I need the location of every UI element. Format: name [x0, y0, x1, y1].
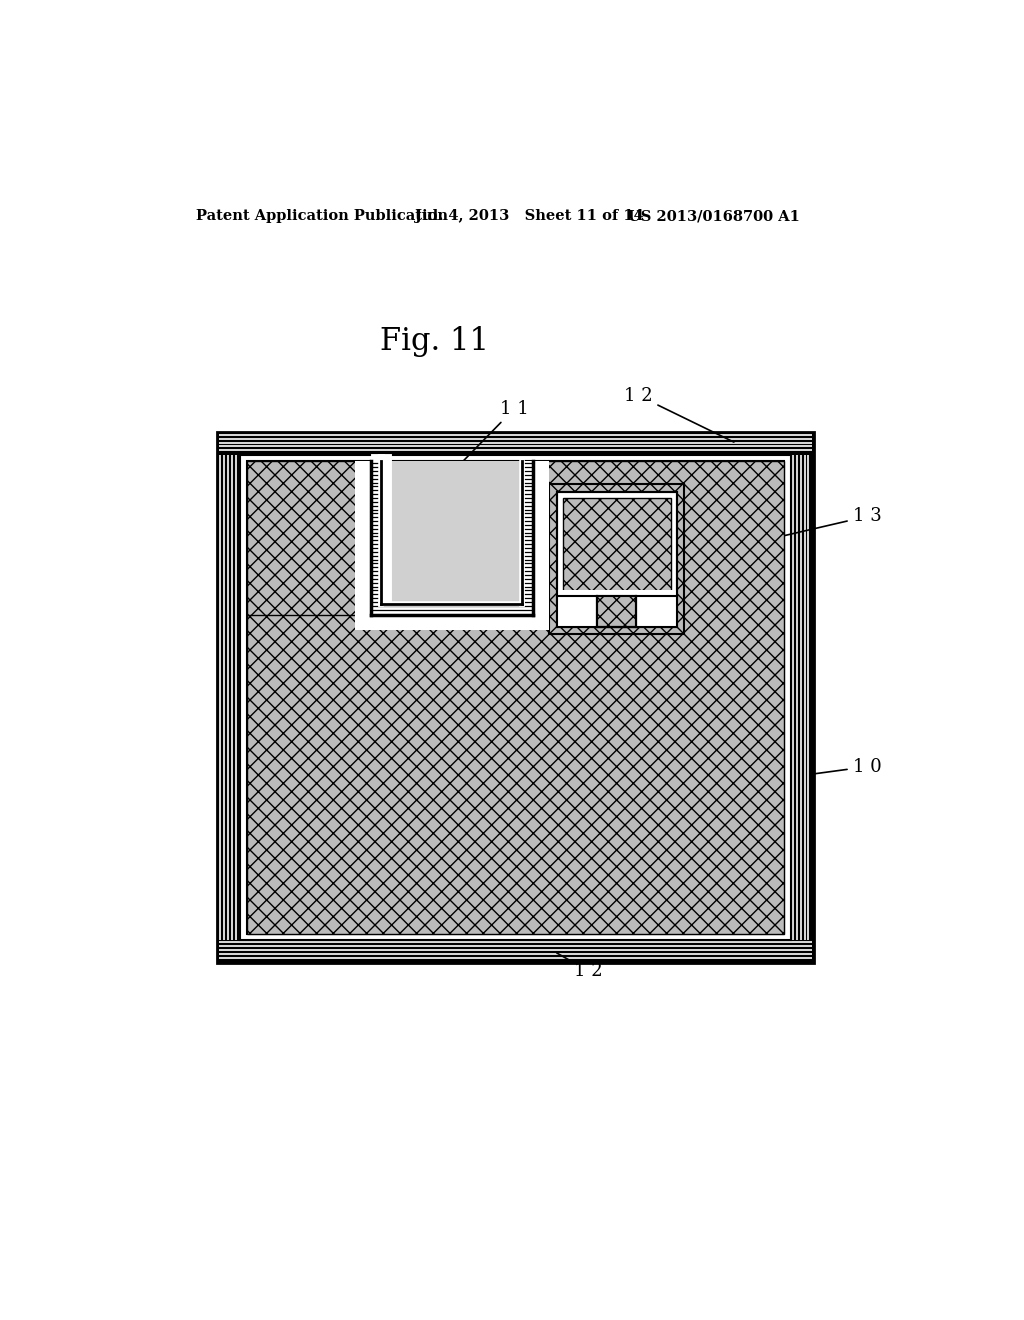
Text: US 2013/0168700 A1: US 2013/0168700 A1	[628, 209, 800, 223]
Bar	[597, 595, 636, 627]
Text: Patent Application Publication: Patent Application Publication	[197, 209, 449, 223]
Bar	[371, 605, 534, 615]
Bar	[371, 461, 534, 615]
Bar	[247, 461, 371, 615]
Text: Fig. 11: Fig. 11	[380, 326, 488, 358]
Bar	[596, 595, 638, 627]
Text: 1 1: 1 1	[454, 400, 528, 470]
Bar	[534, 461, 538, 615]
Bar	[247, 461, 784, 933]
Bar	[534, 461, 549, 615]
Bar	[377, 461, 527, 609]
Bar	[563, 498, 671, 595]
Bar	[366, 461, 538, 619]
Bar	[557, 492, 677, 627]
Bar	[557, 590, 677, 627]
Bar	[366, 461, 371, 615]
Bar	[549, 484, 684, 635]
Bar	[241, 455, 791, 940]
Bar	[381, 461, 522, 605]
Bar	[597, 595, 636, 627]
Bar	[247, 461, 784, 933]
Bar	[217, 432, 814, 964]
Bar	[522, 461, 534, 615]
Text: 1 2: 1 2	[557, 953, 602, 979]
Bar	[549, 484, 684, 635]
Text: Jul. 4, 2013   Sheet 11 of 14: Jul. 4, 2013 Sheet 11 of 14	[415, 209, 643, 223]
Bar	[355, 461, 549, 631]
Text: 1 2: 1 2	[624, 387, 734, 442]
Bar	[371, 461, 381, 615]
Text: 1 0: 1 0	[813, 758, 882, 776]
Bar	[381, 461, 522, 605]
Text: 1 3: 1 3	[687, 507, 882, 558]
Bar	[557, 492, 677, 627]
